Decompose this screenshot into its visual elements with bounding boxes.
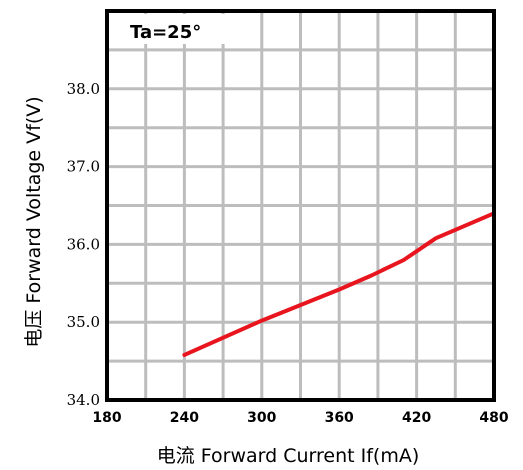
- y-tick-label: 34.0: [67, 391, 100, 409]
- annotation-box: [110, 14, 228, 44]
- x-tick-label: 480: [479, 410, 508, 426]
- y-axis-title: 电压 Forward Voltage Vf(V): [23, 96, 45, 347]
- x-tick-label: 180: [92, 410, 121, 426]
- grid: [107, 11, 494, 400]
- x-tick-label: 420: [402, 410, 431, 426]
- x-tick-label: 360: [325, 410, 354, 426]
- x-axis-title: 电流 Forward Current If(mA): [157, 445, 420, 467]
- series-layer: [182, 211, 496, 357]
- x-tick-label: 300: [247, 410, 276, 426]
- y-tick-label: 35.0: [67, 313, 100, 331]
- y-tick-label: 36.0: [67, 235, 100, 253]
- y-tick-label: 38.0: [67, 80, 100, 98]
- y-tick-labels: 34.0 35.0 36.0 37.0 38.0: [67, 80, 100, 409]
- y-tick-label: 37.0: [67, 158, 100, 176]
- series-line: [182, 211, 496, 357]
- x-tick-label: 240: [170, 410, 199, 426]
- temperature-annotation: Ta=25°: [130, 22, 201, 43]
- plot-frame: [105, 9, 496, 402]
- x-tick-labels: 180 240 300 360 420 480: [92, 410, 508, 426]
